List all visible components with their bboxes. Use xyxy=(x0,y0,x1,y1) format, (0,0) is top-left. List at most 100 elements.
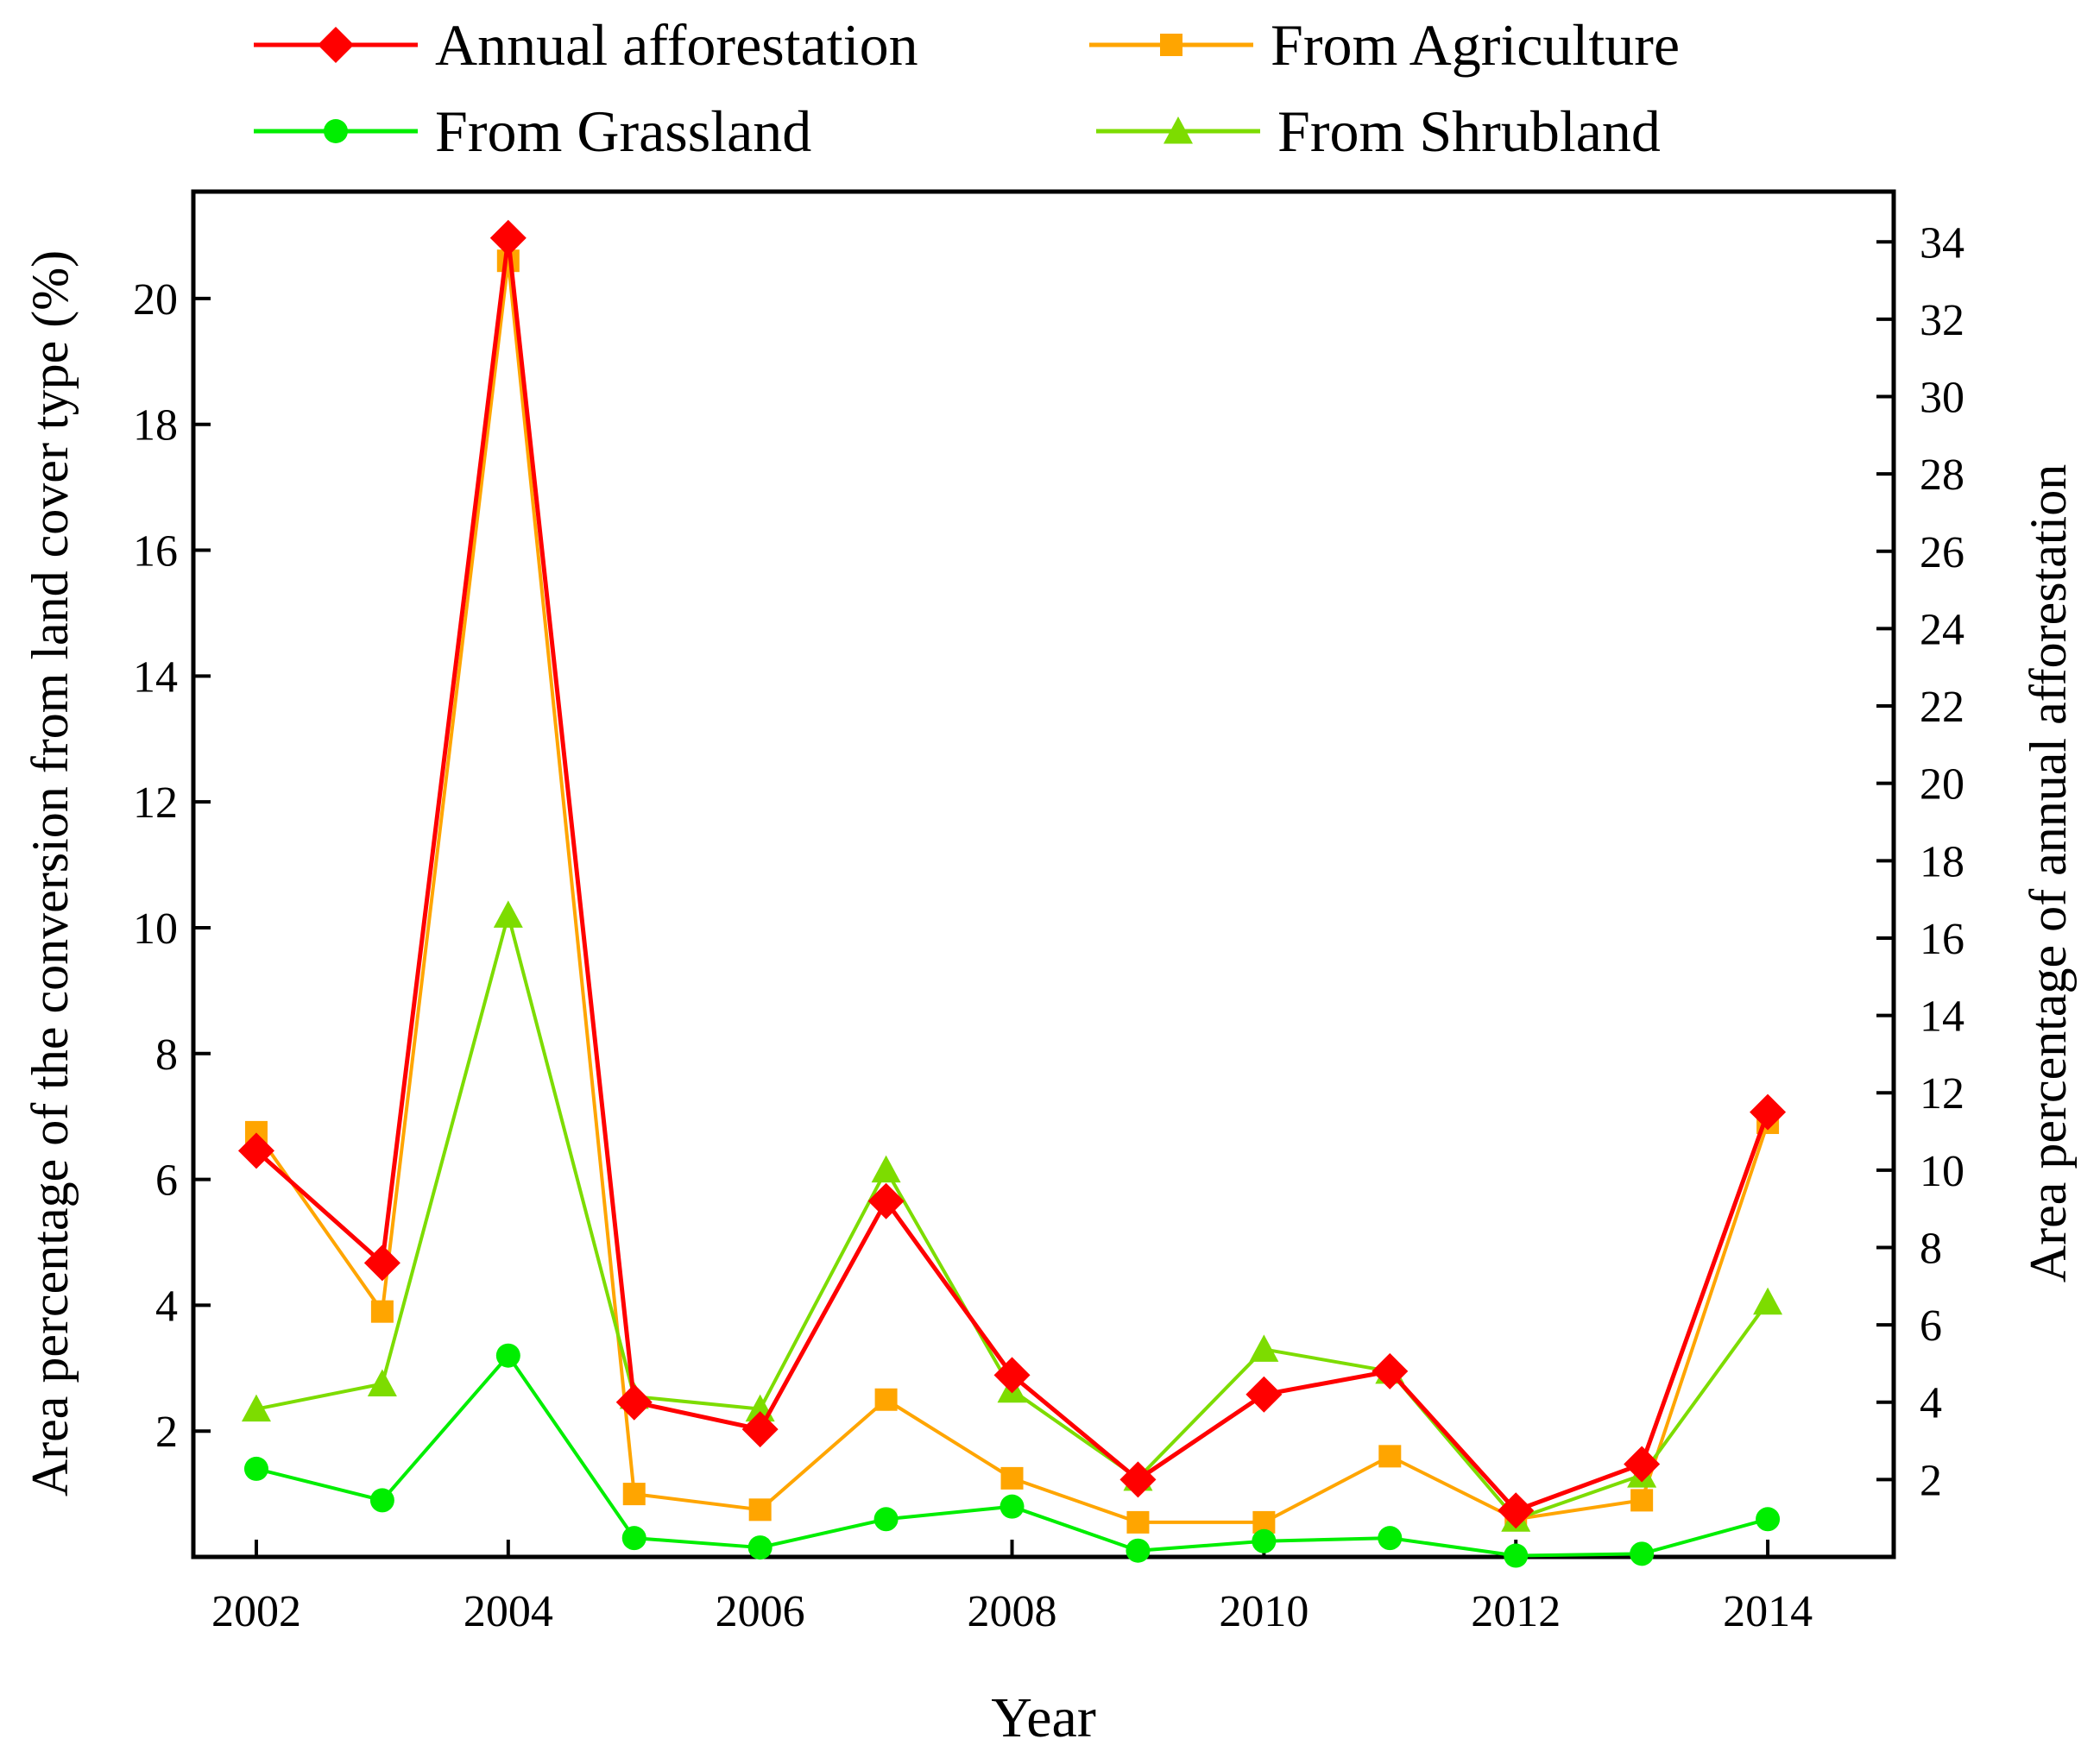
data-point-from-grassland xyxy=(243,1456,268,1481)
x-tick-label: 2006 xyxy=(716,1587,805,1636)
plot-frame xyxy=(191,189,1896,1560)
left-y-axis: 2 4 6 8 10 12 14 16 18 20 xyxy=(133,275,211,1457)
x-tick-label: 2004 xyxy=(464,1587,553,1636)
right-y-tick-label: 28 xyxy=(1920,451,1964,500)
x-tick-label: 2002 xyxy=(211,1587,301,1636)
left-y-tick-label: 14 xyxy=(133,652,178,702)
right-y-tick-label: 10 xyxy=(1920,1147,1964,1196)
data-point-from-grassland xyxy=(1504,1543,1529,1568)
data-point-from-shrubland xyxy=(1249,1334,1279,1362)
right-y-tick-label: 6 xyxy=(1920,1301,1942,1351)
data-point-from-grassland xyxy=(495,1343,520,1368)
plot-series xyxy=(237,219,1787,1568)
right-y-tick-label: 16 xyxy=(1920,915,1964,964)
left-y-tick-label: 4 xyxy=(155,1282,178,1331)
data-point-annual-afforestation xyxy=(741,1411,779,1448)
data-point-from-shrubland xyxy=(1753,1287,1783,1315)
legend-item-annual-afforestation: Annual afforestation xyxy=(254,12,918,78)
series-annual-afforestation xyxy=(237,219,1787,1529)
legend-item-from-shrubland: From Shrubland xyxy=(1096,98,1661,164)
legend-marker xyxy=(324,119,348,143)
right-y-tick-label: 30 xyxy=(1920,374,1964,423)
data-point-annual-afforestation xyxy=(993,1357,1031,1394)
legend-marker xyxy=(318,27,354,63)
data-point-annual-afforestation xyxy=(489,219,527,256)
right-y-tick-label: 20 xyxy=(1920,760,1964,810)
legend-label: From Grassland xyxy=(435,98,811,164)
x-tick-label: 2014 xyxy=(1723,1587,1813,1636)
x-tick-label: 2008 xyxy=(968,1587,1057,1636)
data-point-from-grassland xyxy=(873,1507,899,1532)
x-tick-label: 2010 xyxy=(1219,1587,1309,1636)
data-point-from-grassland xyxy=(1000,1494,1025,1519)
legend-item-from-agriculture: From Agriculture xyxy=(1089,12,1680,78)
x-axis: 2002 2004 2006 2008 2010 2012 2014 xyxy=(211,1540,1813,1636)
data-point-from-grassland xyxy=(1252,1528,1277,1553)
data-point-annual-afforestation xyxy=(615,1383,653,1421)
left-y-tick-label: 20 xyxy=(133,275,178,325)
data-point-from-grassland xyxy=(621,1526,646,1551)
data-point-annual-afforestation xyxy=(1750,1093,1787,1131)
series-from-grassland xyxy=(243,1343,1781,1568)
data-point-from-agriculture xyxy=(1630,1489,1654,1512)
right-y-tick-label: 32 xyxy=(1920,296,1964,345)
legend: Annual afforestation From Agriculture From… xyxy=(254,12,1680,164)
left-y-tick-label: 2 xyxy=(155,1408,178,1457)
data-point-from-shrubland xyxy=(493,900,523,928)
right-y-tick-label: 34 xyxy=(1920,218,1964,268)
right-y-tick-label: 22 xyxy=(1920,683,1964,732)
data-point-from-grassland xyxy=(1630,1541,1655,1566)
data-point-from-grassland xyxy=(747,1535,773,1560)
data-point-from-agriculture xyxy=(370,1300,394,1323)
data-point-annual-afforestation xyxy=(237,1132,274,1169)
legend-label: From Agriculture xyxy=(1271,12,1680,78)
right-y-tick-label: 12 xyxy=(1920,1069,1964,1118)
series-from-shrubland xyxy=(241,900,1783,1532)
data-point-from-agriculture xyxy=(748,1498,772,1522)
left-y-tick-label: 16 xyxy=(133,527,178,577)
left-y-axis-title: Area percentage of the conversion from l… xyxy=(22,250,79,1497)
legend-marker xyxy=(1164,117,1193,144)
data-point-annual-afforestation xyxy=(1119,1461,1157,1498)
right-y-tick-label: 4 xyxy=(1920,1379,1942,1428)
data-point-from-agriculture xyxy=(1000,1466,1024,1490)
data-point-from-grassland xyxy=(1378,1526,1403,1551)
legend-item-from-grassland: From Grassland xyxy=(254,98,811,164)
data-point-from-grassland xyxy=(369,1488,394,1513)
right-y-tick-label: 26 xyxy=(1920,528,1964,577)
left-y-tick-label: 8 xyxy=(155,1030,178,1080)
x-axis-title: Year xyxy=(991,1686,1096,1749)
data-point-from-shrubland xyxy=(241,1394,271,1422)
data-point-from-agriculture xyxy=(622,1483,646,1506)
right-y-axis-title: Area percentage of annual afforestation xyxy=(2020,464,2077,1282)
data-point-annual-afforestation xyxy=(1624,1446,1661,1483)
left-y-tick-label: 12 xyxy=(133,778,178,828)
legend-label: From Shrubland xyxy=(1277,98,1661,164)
data-point-from-grassland xyxy=(1756,1507,1781,1532)
series-line-annual-afforestation xyxy=(255,236,1770,1513)
data-point-annual-afforestation xyxy=(363,1244,400,1282)
legend-marker xyxy=(1160,34,1182,56)
right-y-tick-label: 14 xyxy=(1920,992,1964,1042)
data-point-annual-afforestation xyxy=(1372,1352,1409,1389)
series-line-from-shrubland xyxy=(255,913,1769,1522)
data-point-annual-afforestation xyxy=(867,1182,905,1219)
x-tick-label: 2012 xyxy=(1471,1587,1561,1636)
left-y-tick-label: 10 xyxy=(133,904,178,954)
data-point-from-agriculture xyxy=(1378,1445,1402,1468)
left-y-tick-label: 18 xyxy=(133,401,178,451)
left-y-tick-label: 6 xyxy=(155,1156,178,1206)
right-y-tick-label: 18 xyxy=(1920,837,1964,886)
data-point-annual-afforestation xyxy=(1498,1492,1535,1529)
series-from-agriculture xyxy=(244,249,1780,1534)
data-point-from-agriculture xyxy=(874,1388,898,1411)
right-y-tick-label: 2 xyxy=(1920,1456,1942,1505)
data-point-from-shrubland xyxy=(367,1369,397,1396)
right-y-tick-label: 8 xyxy=(1920,1224,1942,1273)
data-point-from-shrubland xyxy=(871,1155,901,1183)
data-point-from-agriculture xyxy=(1126,1510,1150,1534)
legend-label: Annual afforestation xyxy=(435,12,918,78)
data-point-from-grassland xyxy=(1126,1538,1151,1563)
